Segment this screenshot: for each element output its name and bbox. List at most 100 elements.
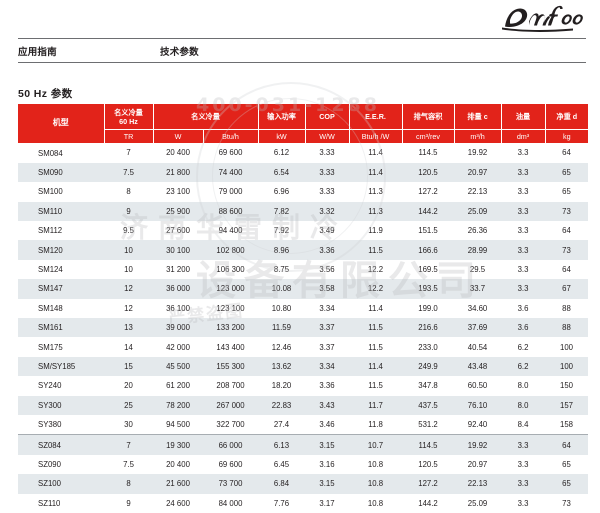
cell-flow: 28.99 xyxy=(454,240,502,260)
cell-flow: 34.60 xyxy=(454,298,502,319)
cell-cop: 3.49 xyxy=(305,221,350,241)
table-row[interactable]: SM161 13 39 000 133 200 11.59 3.37 11.5 216.6 37… xyxy=(18,318,589,338)
cell-w: 21 600 xyxy=(153,474,203,494)
cell-kw: 12.46 xyxy=(258,337,306,357)
cell-eer: 12.2 xyxy=(349,259,403,280)
table-row[interactable]: SM110 9 25 900 88 600 7.82 3.32 11.3 144.2 25.09… xyxy=(18,201,589,222)
cell-w: 30 100 xyxy=(153,240,203,260)
cell-kw: 7.92 xyxy=(258,221,306,241)
table-row[interactable]: SY240 20 61 200 208 700 18.20 3.36 11.5 347.8 60… xyxy=(18,376,589,396)
cell-model: SM147 xyxy=(18,279,104,299)
table-row[interactable]: SY380 30 94 500 322 700 27.4 3.46 11.8 531.2 92.… xyxy=(18,414,589,435)
cell-w: 61 200 xyxy=(153,376,203,396)
cell-eer: 11.8 xyxy=(349,414,403,435)
cell-tr: 12 xyxy=(104,279,153,299)
cell-cop: 3.43 xyxy=(305,395,350,415)
col-header-capacity: 名义冷量 xyxy=(153,104,259,130)
cell-oil: 3.3 xyxy=(501,259,546,280)
col-header-tr: 名义冷量 60 Hz xyxy=(104,104,154,130)
col-unit-tr: TR xyxy=(104,129,154,143)
cell-flow: 92.40 xyxy=(454,414,502,435)
cell-disp: 144.2 xyxy=(402,201,455,222)
cell-btuh: 66 000 xyxy=(203,434,259,455)
cell-weight: 65 xyxy=(545,182,589,202)
cell-tr: 10 xyxy=(104,240,153,260)
cell-flow: 40.54 xyxy=(454,337,502,357)
cell-tr: 7 xyxy=(104,434,153,455)
cell-btuh: 88 600 xyxy=(203,201,259,222)
col-unit-oil: dm³ xyxy=(501,129,546,143)
table-row[interactable]: SM148 12 36 100 123 100 10.80 3.34 11.4 199.0 34… xyxy=(18,298,589,319)
cell-kw: 8.75 xyxy=(258,259,306,280)
table-row[interactable]: SY300 25 78 200 267 000 22.83 3.43 11.7 437.5 76… xyxy=(18,395,589,415)
cell-weight: 88 xyxy=(545,318,589,338)
table-row[interactable]: SM124 10 31 200 106 300 8.75 3.56 12.2 169.5 29.… xyxy=(18,259,589,280)
col-header-displacement: 排气容积 xyxy=(402,104,455,130)
cell-flow: 19.92 xyxy=(454,143,502,163)
cell-eer: 11.4 xyxy=(349,143,403,163)
cell-w: 78 200 xyxy=(153,395,203,415)
cell-flow: 33.7 xyxy=(454,279,502,299)
cell-disp: 151.5 xyxy=(402,221,455,241)
table-row[interactable]: SM090 7.5 21 800 74 400 6.54 3.33 11.4 120.5 20.… xyxy=(18,162,589,183)
table-row[interactable]: SM084 7 20 400 69 600 6.12 3.33 11.4 114.5 19.92… xyxy=(18,143,589,163)
col-header-power: 输入功率 xyxy=(258,104,306,130)
cell-flow: 22.13 xyxy=(454,182,502,202)
cell-btuh: 123 000 xyxy=(203,279,259,299)
cell-disp: 249.9 xyxy=(402,356,455,377)
cell-flow: 25.09 xyxy=(454,201,502,222)
table-row[interactable]: SZ090 7.5 20 400 69 600 6.45 3.16 10.8 120.5 20.… xyxy=(18,454,589,475)
table-row[interactable]: SZ110 9 24 600 84 000 7.76 3.17 10.8 144.2 25.09… xyxy=(18,493,589,513)
cell-w: 25 900 xyxy=(153,201,203,222)
cell-model: SY380 xyxy=(18,414,104,435)
col-unit-weight: kg xyxy=(545,129,589,143)
table-row[interactable]: SZ100 8 21 600 73 700 6.84 3.15 10.8 127.2 22.13… xyxy=(18,474,589,494)
cell-tr: 14 xyxy=(104,337,153,357)
table-row[interactable]: SM100 8 23 100 79 000 6.96 3.33 11.3 127.2 22.13… xyxy=(18,182,589,202)
cell-oil: 6.2 xyxy=(501,356,546,377)
col-header-cop: COP xyxy=(305,104,350,130)
cell-weight: 150 xyxy=(545,376,589,396)
header-rule-bottom xyxy=(18,62,586,63)
cell-tr: 13 xyxy=(104,318,153,338)
cell-oil: 3.3 xyxy=(501,454,546,475)
cell-oil: 8.0 xyxy=(501,376,546,396)
table-row[interactable]: SM/SY185 15 45 500 155 300 13.62 3.34 11.4 249.… xyxy=(18,356,589,377)
section-title: 50 Hz 参数 xyxy=(18,88,73,100)
cell-oil: 3.3 xyxy=(501,493,546,513)
table-row[interactable]: SZ084 7 19 300 66 000 6.13 3.15 10.7 114.5 19.92… xyxy=(18,434,589,455)
page-header: 应用指南 技术参数 xyxy=(0,0,600,63)
cell-disp: 166.6 xyxy=(402,240,455,260)
cell-tr: 25 xyxy=(104,395,153,415)
cell-model: SZ100 xyxy=(18,474,104,494)
cell-eer: 11.5 xyxy=(349,376,403,396)
cell-eer: 10.8 xyxy=(349,474,403,494)
header-rule-top xyxy=(18,38,586,39)
cell-w: 45 500 xyxy=(153,356,203,377)
cell-weight: 64 xyxy=(545,434,589,455)
cell-model: SZ084 xyxy=(18,434,104,455)
cell-btuh: 133 200 xyxy=(203,318,259,338)
cell-tr: 8 xyxy=(104,474,153,494)
cell-kw: 22.83 xyxy=(258,395,306,415)
cell-disp: 347.8 xyxy=(402,376,455,396)
cell-w: 20 400 xyxy=(153,143,203,163)
cell-tr: 20 xyxy=(104,376,153,396)
cell-weight: 100 xyxy=(545,337,589,357)
col-unit-eer: Btu/h /W xyxy=(349,129,403,143)
cell-eer: 11.4 xyxy=(349,356,403,377)
col-unit-w: W xyxy=(153,129,204,143)
cell-oil: 8.0 xyxy=(501,395,546,415)
cell-btuh: 69 600 xyxy=(203,454,259,475)
cell-eer: 11.7 xyxy=(349,395,403,415)
table-row[interactable]: SM112 9.5 27 600 94 400 7.92 3.49 11.9 151.5 26.… xyxy=(18,221,589,241)
cell-kw: 8.96 xyxy=(258,240,306,260)
table-row[interactable]: SM175 14 42 000 143 400 12.46 3.37 11.5 233.0 40… xyxy=(18,337,589,357)
table-row[interactable]: SM147 12 36 000 123 000 10.08 3.58 12.2 193.5 33… xyxy=(18,279,589,299)
cell-kw: 10.08 xyxy=(258,279,306,299)
cell-model: SM100 xyxy=(18,182,104,202)
table-row[interactable]: SM120 10 30 100 102 800 8.96 3.36 11.5 166.6 28.… xyxy=(18,240,589,260)
cell-disp: 114.5 xyxy=(402,434,455,455)
col-header-weight: 净重 d xyxy=(545,104,589,130)
cell-weight: 157 xyxy=(545,395,589,415)
